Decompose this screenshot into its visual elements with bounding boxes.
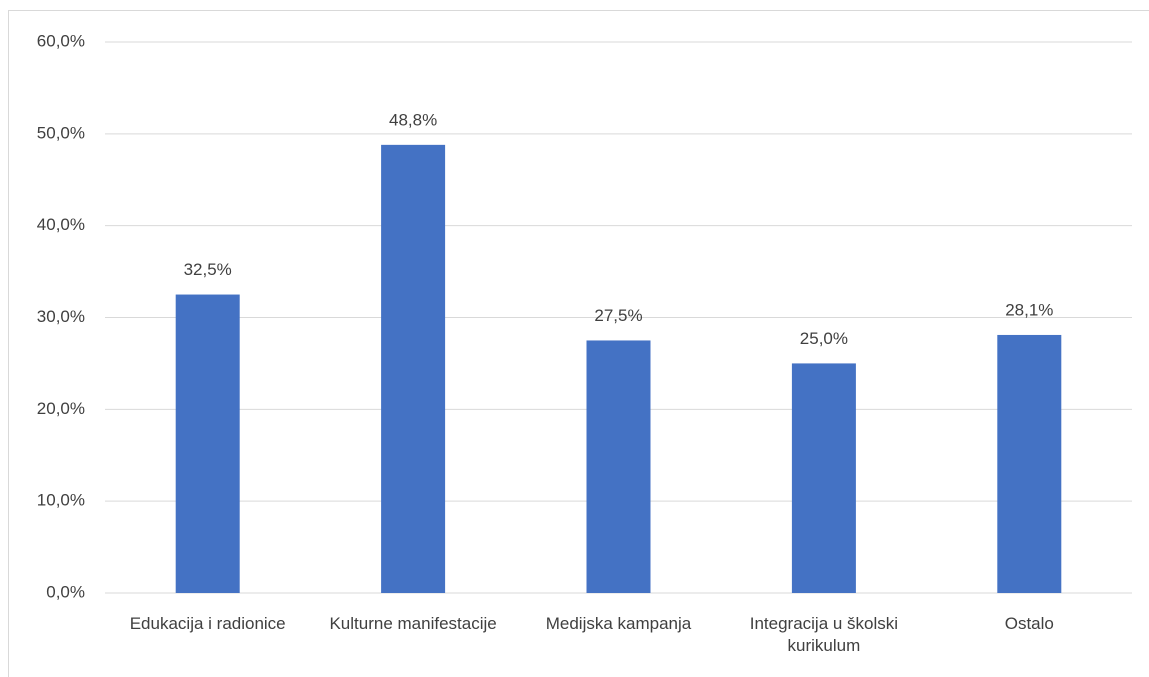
- y-tick-label: 20,0%: [37, 399, 85, 418]
- bar: [997, 334, 1062, 593]
- y-tick-label: 10,0%: [37, 491, 85, 510]
- y-tick-label: 50,0%: [37, 123, 85, 142]
- x-tick-label: Integracija u školski kurikulum: [749, 614, 899, 655]
- data-label: 28,1%: [1005, 300, 1053, 319]
- bar: [175, 294, 240, 593]
- y-tick-label: 0,0%: [46, 582, 85, 601]
- bar: [791, 363, 856, 593]
- data-label: 27,5%: [594, 306, 642, 325]
- x-tick-label: Edukacija i radionice: [129, 614, 286, 633]
- data-label: 25,0%: [800, 329, 848, 348]
- y-tick-label: 40,0%: [37, 215, 85, 234]
- chart-border: [8, 10, 1149, 677]
- bar: [586, 340, 651, 593]
- data-label: 32,5%: [184, 260, 232, 279]
- x-tick-label: Medijska kampanja: [545, 614, 692, 633]
- data-label: 48,8%: [389, 110, 437, 129]
- bar: [381, 144, 446, 593]
- x-tick-label: Kulturne manifestacije: [329, 614, 497, 633]
- y-tick-label: 60,0%: [37, 31, 85, 50]
- y-tick-label: 30,0%: [37, 307, 85, 326]
- x-tick-label: Ostalo: [1004, 614, 1054, 633]
